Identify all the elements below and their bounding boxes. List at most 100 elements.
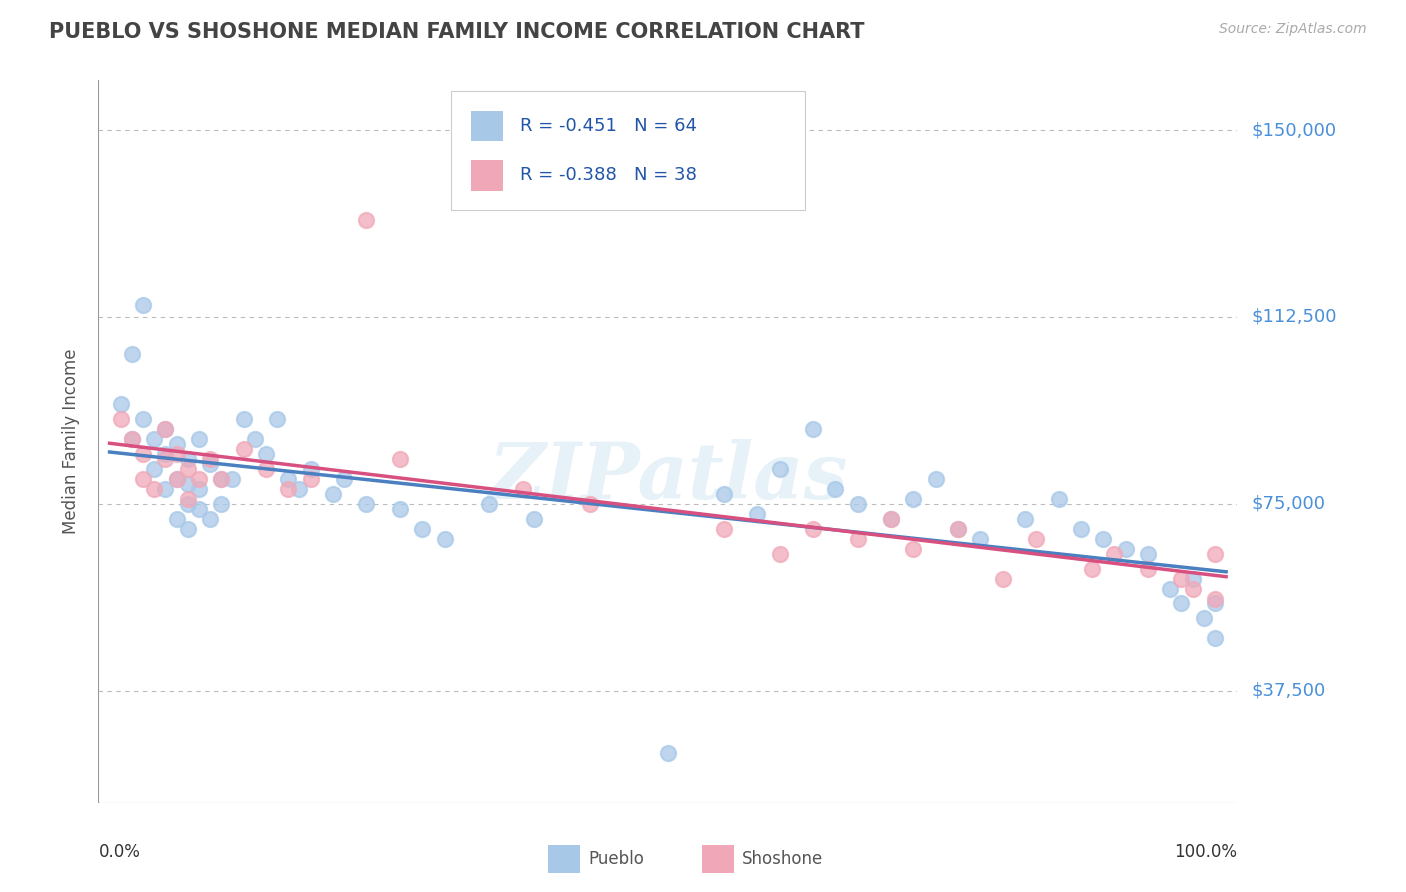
Point: [1181, 572, 1204, 586]
Point: [713, 487, 735, 501]
Point: [512, 482, 534, 496]
Point: [768, 547, 790, 561]
Point: [132, 472, 155, 486]
Point: [132, 412, 155, 426]
Point: [221, 472, 243, 486]
Point: [155, 447, 177, 461]
Point: [1014, 512, 1036, 526]
Point: [747, 507, 769, 521]
Text: R = -0.451   N = 64: R = -0.451 N = 64: [520, 117, 697, 135]
Text: $112,500: $112,500: [1251, 308, 1337, 326]
Point: [121, 347, 143, 361]
Point: [177, 476, 200, 491]
Point: [356, 497, 378, 511]
Text: $75,000: $75,000: [1251, 495, 1326, 513]
Text: 100.0%: 100.0%: [1174, 843, 1237, 861]
Text: Pueblo: Pueblo: [588, 850, 644, 868]
Text: $37,500: $37,500: [1251, 681, 1326, 699]
Point: [1070, 522, 1092, 536]
Point: [1025, 532, 1047, 546]
Point: [1136, 547, 1159, 561]
Point: [277, 482, 299, 496]
FancyBboxPatch shape: [471, 161, 503, 191]
Point: [121, 432, 143, 446]
Point: [155, 422, 177, 436]
Point: [578, 497, 600, 511]
Point: [232, 442, 254, 456]
Point: [177, 462, 200, 476]
Point: [1204, 597, 1226, 611]
FancyBboxPatch shape: [451, 91, 804, 211]
Text: ZIPatlas: ZIPatlas: [488, 440, 848, 516]
Point: [187, 432, 209, 446]
Point: [1181, 582, 1204, 596]
Point: [155, 452, 177, 467]
Point: [155, 482, 177, 496]
Point: [198, 512, 221, 526]
Point: [121, 432, 143, 446]
Point: [177, 491, 200, 506]
Point: [177, 522, 200, 536]
Point: [110, 412, 132, 426]
Point: [254, 447, 277, 461]
FancyBboxPatch shape: [548, 846, 581, 873]
Point: [523, 512, 546, 526]
Point: [1204, 632, 1226, 646]
Point: [1115, 541, 1137, 556]
FancyBboxPatch shape: [702, 846, 734, 873]
Point: [299, 462, 322, 476]
Text: Shoshone: Shoshone: [742, 850, 823, 868]
Point: [880, 512, 903, 526]
Point: [1047, 491, 1070, 506]
Point: [209, 472, 232, 486]
FancyBboxPatch shape: [471, 111, 503, 141]
Point: [657, 746, 679, 760]
Point: [177, 497, 200, 511]
Point: [166, 472, 188, 486]
Point: [277, 472, 299, 486]
Point: [411, 522, 433, 536]
Point: [333, 472, 356, 486]
Point: [388, 501, 411, 516]
Point: [299, 472, 322, 486]
Point: [266, 412, 288, 426]
Point: [903, 541, 925, 556]
Point: [166, 437, 188, 451]
Text: R = -0.388   N = 38: R = -0.388 N = 38: [520, 167, 697, 185]
Point: [1092, 532, 1115, 546]
Text: $150,000: $150,000: [1251, 121, 1336, 139]
Point: [209, 497, 232, 511]
Point: [1104, 547, 1126, 561]
Point: [946, 522, 969, 536]
Point: [288, 482, 311, 496]
Point: [187, 472, 209, 486]
Point: [198, 457, 221, 471]
Point: [713, 522, 735, 536]
Point: [1204, 547, 1226, 561]
Point: [132, 447, 155, 461]
Point: [232, 412, 254, 426]
Point: [1159, 582, 1181, 596]
Point: [946, 522, 969, 536]
Point: [768, 462, 790, 476]
Point: [433, 532, 456, 546]
Point: [254, 462, 277, 476]
Point: [991, 572, 1014, 586]
Point: [155, 422, 177, 436]
Point: [143, 482, 166, 496]
Point: [846, 532, 869, 546]
Point: [198, 452, 221, 467]
Text: Source: ZipAtlas.com: Source: ZipAtlas.com: [1219, 22, 1367, 37]
Point: [478, 497, 501, 511]
Point: [132, 297, 155, 311]
Point: [166, 472, 188, 486]
Point: [846, 497, 869, 511]
Point: [1081, 561, 1104, 575]
Text: PUEBLO VS SHOSHONE MEDIAN FAMILY INCOME CORRELATION CHART: PUEBLO VS SHOSHONE MEDIAN FAMILY INCOME …: [49, 22, 865, 42]
Point: [243, 432, 266, 446]
Point: [356, 212, 378, 227]
Point: [969, 532, 991, 546]
Point: [801, 422, 824, 436]
Point: [143, 432, 166, 446]
Point: [824, 482, 846, 496]
